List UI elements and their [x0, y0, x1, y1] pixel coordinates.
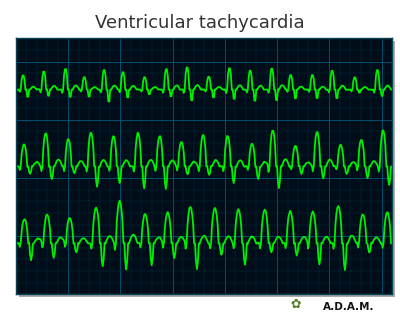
Text: A.D.A.M.: A.D.A.M. [322, 302, 374, 312]
Text: Ventricular tachycardia: Ventricular tachycardia [95, 14, 305, 32]
Text: ✿: ✿ [290, 298, 301, 311]
